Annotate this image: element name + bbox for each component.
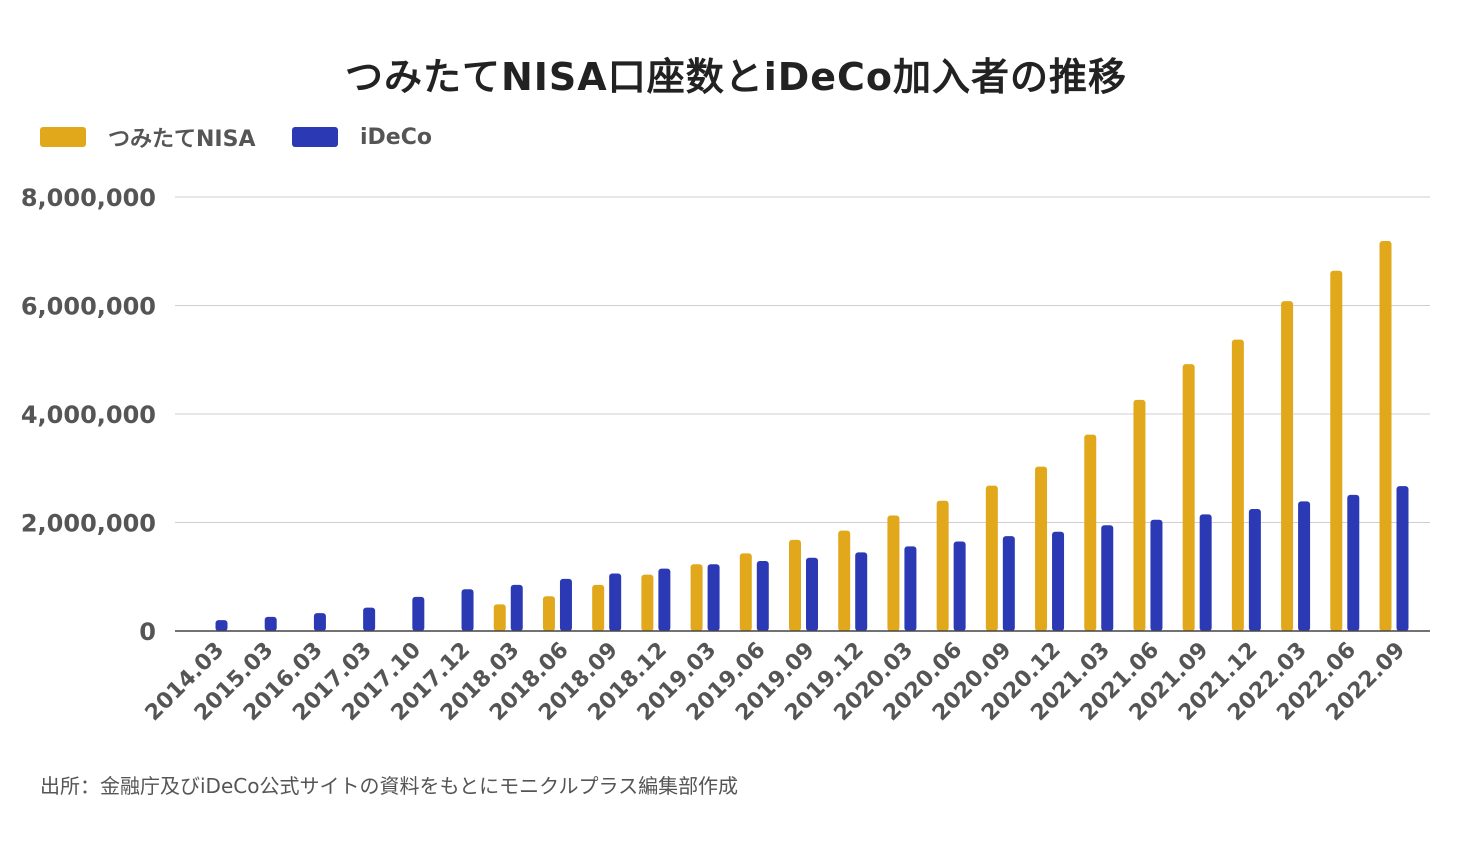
legend-label-ideco: iDeCo	[360, 124, 432, 150]
y-tick-label: 4,000,000	[21, 401, 156, 429]
bar-ideco	[855, 552, 868, 631]
bar-ideco	[363, 607, 376, 631]
bar-ideco	[1002, 536, 1015, 631]
bar-ideco	[264, 616, 277, 631]
legend-swatch-nisa	[40, 127, 86, 147]
bar-ideco	[461, 589, 474, 631]
legend-item-nisa: つみたてNISA	[40, 120, 255, 154]
bar-ideco	[756, 561, 769, 631]
bar-ideco	[1199, 514, 1212, 631]
bar-nisa	[690, 564, 703, 631]
bar-nisa	[1084, 434, 1097, 631]
bar-nisa	[1231, 339, 1244, 631]
bar-nisa	[985, 485, 998, 631]
bar-ideco	[1396, 486, 1409, 631]
bar-nisa	[936, 500, 949, 631]
bar-ideco	[707, 564, 720, 631]
source-note: 出所：金融庁及びiDeCo公式サイトの資料をもとにモニクルプラス編集部作成	[40, 774, 739, 798]
bar-ideco	[1298, 501, 1311, 631]
bar-nisa	[1182, 364, 1195, 631]
legend-item-ideco: iDeCo	[292, 120, 432, 154]
bar-ideco	[953, 541, 966, 631]
bar-ideco	[1052, 531, 1065, 631]
y-tick-label: 8,000,000	[21, 184, 156, 212]
bar-nisa	[789, 539, 801, 631]
bar-nisa	[1379, 240, 1392, 631]
bar-nisa	[1330, 270, 1343, 631]
bar-ideco	[559, 578, 572, 631]
bar-nisa	[641, 574, 654, 631]
bar-nisa	[542, 596, 555, 631]
bar-nisa	[1035, 466, 1048, 631]
bar-ideco	[313, 613, 326, 631]
bar-ideco	[1347, 494, 1360, 631]
bar-nisa	[739, 553, 752, 631]
y-tick-label: 0	[139, 618, 156, 646]
bar-nisa	[1133, 399, 1146, 631]
bar-ideco	[412, 596, 425, 631]
bar-ideco	[904, 546, 917, 631]
bar-ideco	[806, 557, 818, 631]
bar-nisa	[838, 530, 851, 631]
bar-ideco	[1248, 508, 1261, 631]
chart-title: つみたてNISA口座数とiDeCo加入者の推移	[344, 55, 1128, 99]
y-tick-label: 2,000,000	[21, 510, 156, 538]
bar-nisa	[1281, 301, 1294, 631]
bar-nisa	[887, 515, 900, 631]
bar-ideco	[609, 573, 622, 631]
bar-ideco	[1150, 519, 1163, 631]
bar-nisa	[493, 604, 506, 631]
bar-ideco	[1101, 525, 1114, 631]
legend-label-nisa: つみたてNISA	[108, 127, 256, 152]
bar-ideco	[215, 620, 228, 631]
bar-ideco	[510, 584, 523, 631]
bar-ideco	[658, 568, 671, 631]
bar-nisa	[592, 584, 605, 631]
legend-swatch-ideco	[292, 127, 338, 147]
y-tick-label: 6,000,000	[21, 293, 156, 321]
